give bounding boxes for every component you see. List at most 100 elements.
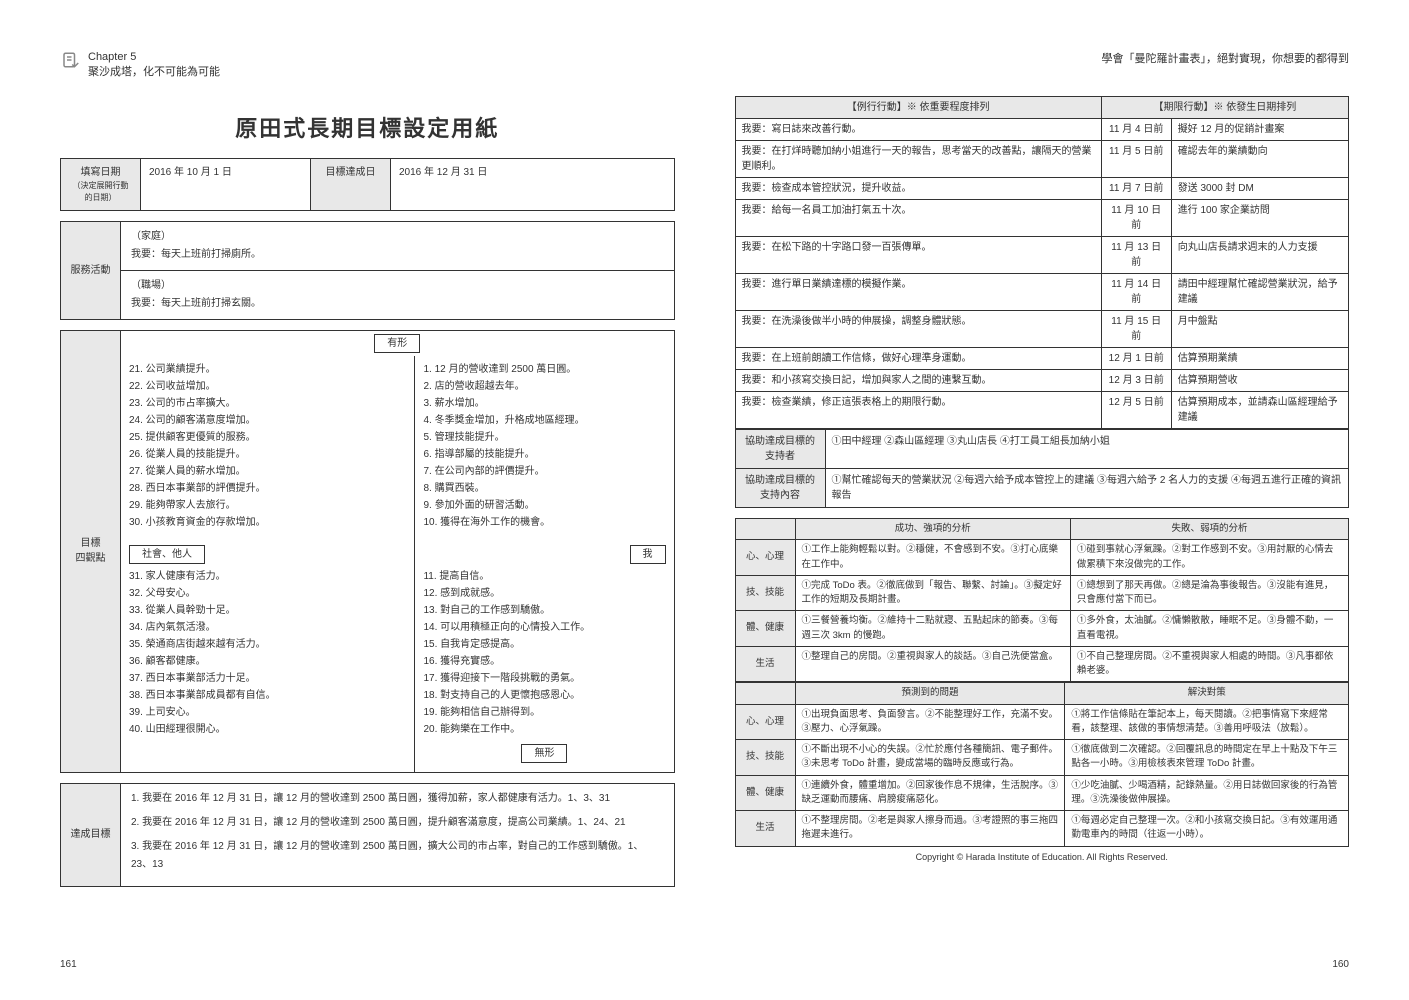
analysis-b: ①不自己整理房間。②不重視與家人相處的時間。③凡事都依賴老婆。: [1070, 646, 1348, 682]
list-item: 37. 西日本事業部活力十足。: [129, 671, 406, 686]
action-left: 我要：進行單日業績達標的模擬作業。: [735, 274, 1101, 311]
list-item: 22. 公司收益增加。: [129, 379, 406, 394]
action-right: 月中盤點: [1171, 311, 1348, 348]
note-icon: [60, 50, 80, 70]
support-val1: ①田中經理 ②森山區經理 ③丸山店長 ④打工員工組長加納小姐: [825, 430, 1349, 469]
tag-social: 社會、他人: [129, 545, 205, 564]
analysis-b: ①每週必定自己整理一次。②和小孩寫交換日記。③有效運用通勤電車內的時間（往返一小…: [1065, 811, 1349, 847]
table-row: 心、心理 ①工作上能夠輕鬆以對。②穩健，不會感到不安。③打心底樂在工作中。 ①碰…: [735, 540, 1349, 576]
analysis-a: ①連續外食，體重增加。②回家後作息不規律，生活脫序。③缺乏運動而腰痛、肩膀痠痛惡…: [795, 775, 1065, 811]
list-item: 29. 能夠帶家人去旅行。: [129, 498, 406, 513]
action-left: 我要：給每一名員工加油打氣五十次。: [735, 200, 1101, 237]
four-views-table: 目標 四觀點 有形 21. 公司業績提升。22. 公司收益增加。23. 公司的市…: [60, 330, 675, 773]
list-item: 39. 上司安心。: [129, 705, 406, 720]
analysis-cat: 心、心理: [735, 540, 795, 576]
action-right: 向丸山店長請求週末的人力支援: [1171, 237, 1348, 274]
list-item: 7. 在公司內部的評價提升。: [423, 464, 665, 479]
analysis-cat: 心、心理: [735, 704, 795, 740]
analysis-cat: 生活: [735, 811, 795, 847]
list-item: 16. 獲得充實感。: [423, 654, 665, 669]
actions-header-right: 【期限行動】※ 依發生日期排列: [1101, 97, 1348, 119]
right-header: 學會「曼陀羅計畫表」，絕對實現，你想要的都得到: [735, 50, 1350, 66]
table-row: 我要：在上班前朗讀工作信條，做好心理準身運動。 12 月 1 日前 估算預期業績: [735, 348, 1349, 370]
action-right: 請田中經理幫忙確認營業狀況，給予建議: [1171, 274, 1348, 311]
analysis-cat: 體、健康: [735, 611, 795, 647]
list-item: 21. 公司業績提升。: [129, 362, 406, 377]
table-row: 我要：進行單日業績達標的模擬作業。 11 月 14 日前 請田中經理幫忙確認營業…: [735, 274, 1349, 311]
action-right: 估算預期業績: [1171, 348, 1348, 370]
list-item: 18. 對支持自己的人更懷抱感恩心。: [423, 688, 665, 703]
achieve-list: 1. 我要在 2016 年 12 月 31 日，讓 12 月的營收達到 2500…: [121, 783, 675, 886]
goal-date: 2016 年 12 月 31 日: [391, 158, 675, 210]
support-table: 協助達成目標的支持者 ①田中經理 ②森山區經理 ③丸山店長 ④打工員工組長加納小…: [735, 429, 1350, 508]
table-row: 我要：和小孩寫交換日記，增加與家人之間的連繫互動。 12 月 3 日前 估算預期…: [735, 370, 1349, 392]
page-num-left: 161: [60, 959, 77, 970]
action-left: 我要：寫日誌來改善行動。: [735, 119, 1101, 141]
analysis-h1: 成功、強項的分析: [795, 519, 1070, 540]
main-title: 原田式長期目標設定用紙: [60, 111, 675, 143]
analysis-a: ①不整理房間。②老是與家人擦身而過。③考證照的事三拖四拖遲未進行。: [795, 811, 1065, 847]
action-left: 我要：在松下路的十字路口發一百張傳單。: [735, 237, 1101, 274]
table-row: 我要：寫日誌來改善行動。 11 月 4 日前 擬好 12 月的促銷計畫案: [735, 119, 1349, 141]
action-right: 估算預期成本，並請森山區經理給予建議: [1171, 392, 1348, 429]
action-left: 我要：檢查成本管控狀況，提升收益。: [735, 178, 1101, 200]
service-home: （家庭） 我要：每天上班前打掃廁所。: [121, 221, 675, 270]
col-b: 1. 12 月的營收達到 2500 萬日圓。2. 店的營收超越去年。3. 薪水增…: [415, 356, 674, 536]
action-date: 11 月 10 日前: [1101, 200, 1171, 237]
list-item: 10. 獲得在海外工作的機會。: [423, 515, 665, 530]
list-item: 17. 獲得迎接下一階段挑戰的勇氣。: [423, 671, 665, 686]
list-item: 24. 公司的顧客滿意度增加。: [129, 413, 406, 428]
list-item: 38. 西日本事業部成員都有自信。: [129, 688, 406, 703]
list-item: 28. 西日本事業部的評價提升。: [129, 481, 406, 496]
tag-tangible: 有形: [374, 334, 420, 353]
list-item: 40. 山田經理很開心。: [129, 722, 406, 737]
action-left: 我要：在打烊時聽加納小姐進行一天的報告，思考當天的改善點，讓隔天的營業更順利。: [735, 141, 1101, 178]
analysis-a: ①出現負面思考、負面發言。②不能整理好工作，充滿不安。③壓力、心浮氣躁。: [795, 704, 1065, 740]
list-item: 26. 從業人員的技能提升。: [129, 447, 406, 462]
analysis-cat: 技、技能: [735, 575, 795, 611]
table-row: 體、健康 ①三餐營養均衡。②維持十二點就寢、五點起床的節奏。③每週三次 3km …: [735, 611, 1349, 647]
achieve-item: 3. 我要在 2016 年 12 月 31 日，讓 12 月的營收達到 2500…: [131, 838, 664, 874]
table-row: 我要：檢查業績，修正這張表格上的期限行動。 12 月 5 日前 估算預期成本，並…: [735, 392, 1349, 429]
analysis-h3: 預測到的問題: [795, 683, 1065, 704]
support-val2: ①幫忙確認每天的營業狀況 ②每週六給予成本管控上的建議 ③每週六給予 2 名人力…: [825, 469, 1349, 508]
analysis-h2: 失敗、弱項的分析: [1070, 519, 1348, 540]
analysis-b: ①徹底做到二次確認。②回覆訊息的時間定在早上十點及下午三點各一小時。③用檢核表來…: [1065, 740, 1349, 776]
list-item: 6. 指導部屬的技能提升。: [423, 447, 665, 462]
list-item: 31. 家人健康有活力。: [129, 569, 406, 584]
copyright: Copyright © Harada Institute of Educatio…: [735, 852, 1350, 862]
table-row: 體、健康 ①連續外食，體重增加。②回家後作息不規律，生活脫序。③缺乏運動而腰痛、…: [735, 775, 1349, 811]
list-item: 9. 參加外面的研習活動。: [423, 498, 665, 513]
table-row: 生活 ①不整理房間。②老是與家人擦身而過。③考證照的事三拖四拖遲未進行。 ①每週…: [735, 811, 1349, 847]
actions-table: 【例行行動】※ 依重要程度排列 【期限行動】※ 依發生日期排列 我要：寫日誌來改…: [735, 96, 1350, 429]
chapter-header: Chapter 5 聚沙成塔，化不可能為可能: [60, 50, 675, 81]
analysis-b: ①多外食，太油膩。②慵懶散散，睡眠不足。③身體不動，一直看電視。: [1070, 611, 1348, 647]
table-row: 技、技能 ①完成 ToDo 表。②徹底做到「報告、聯繫、討論」。③擬定好工作的短…: [735, 575, 1349, 611]
tag-intangible: 無形: [521, 744, 567, 763]
achieve-label: 達成目標: [61, 783, 121, 886]
achieve-item: 2. 我要在 2016 年 12 月 31 日，讓 12 月的營收達到 2500…: [131, 814, 664, 832]
analysis-a: ①整理自己的房間。②重視與家人的談話。③自己洗便當盒。: [795, 646, 1070, 682]
analysis-cat: 體、健康: [735, 775, 795, 811]
list-item: 15. 自我肯定感提高。: [423, 637, 665, 652]
table-row: 生活 ①整理自己的房間。②重視與家人的談話。③自己洗便當盒。 ①不自己整理房間。…: [735, 646, 1349, 682]
list-item: 14. 可以用積極正向的心情投入工作。: [423, 620, 665, 635]
action-left: 我要：在洗澡後做半小時的伸展操，調整身體狀態。: [735, 311, 1101, 348]
list-item: 5. 管理技能提升。: [423, 430, 665, 445]
analysis-cat: 技、技能: [735, 740, 795, 776]
action-right: 進行 100 家企業訪問: [1171, 200, 1348, 237]
table-row: 我要：給每一名員工加油打氣五十次。 11 月 10 日前 進行 100 家企業訪…: [735, 200, 1349, 237]
table-row: 我要：在松下路的十字路口發一百張傳單。 11 月 13 日前 向丸山店長請求週末…: [735, 237, 1349, 274]
action-right: 估算預期營收: [1171, 370, 1348, 392]
list-item: 19. 能夠相信自己辦得到。: [423, 705, 665, 720]
action-date: 11 月 5 日前: [1101, 141, 1171, 178]
support-label2: 協助達成目標的支持內容: [735, 469, 825, 508]
analysis-b: ①將工作信條貼在筆記本上，每天閱讀。②把事情寫下來經常看，該整理、該做的事情想清…: [1065, 704, 1349, 740]
list-item: 20. 能夠樂在工作中。: [423, 722, 665, 737]
analysis-a: ①工作上能夠輕鬆以對。②穩健，不會感到不安。③打心底樂在工作中。: [795, 540, 1070, 576]
support-label1: 協助達成目標的支持者: [735, 430, 825, 469]
page-num-right: 160: [1332, 959, 1349, 970]
analysis-a: ①三餐營養均衡。②維持十二點就寢、五點起床的節奏。③每週三次 3km 的慢跑。: [795, 611, 1070, 647]
chapter-num: Chapter 5: [88, 50, 220, 65]
action-left: 我要：檢查業績，修正這張表格上的期限行動。: [735, 392, 1101, 429]
